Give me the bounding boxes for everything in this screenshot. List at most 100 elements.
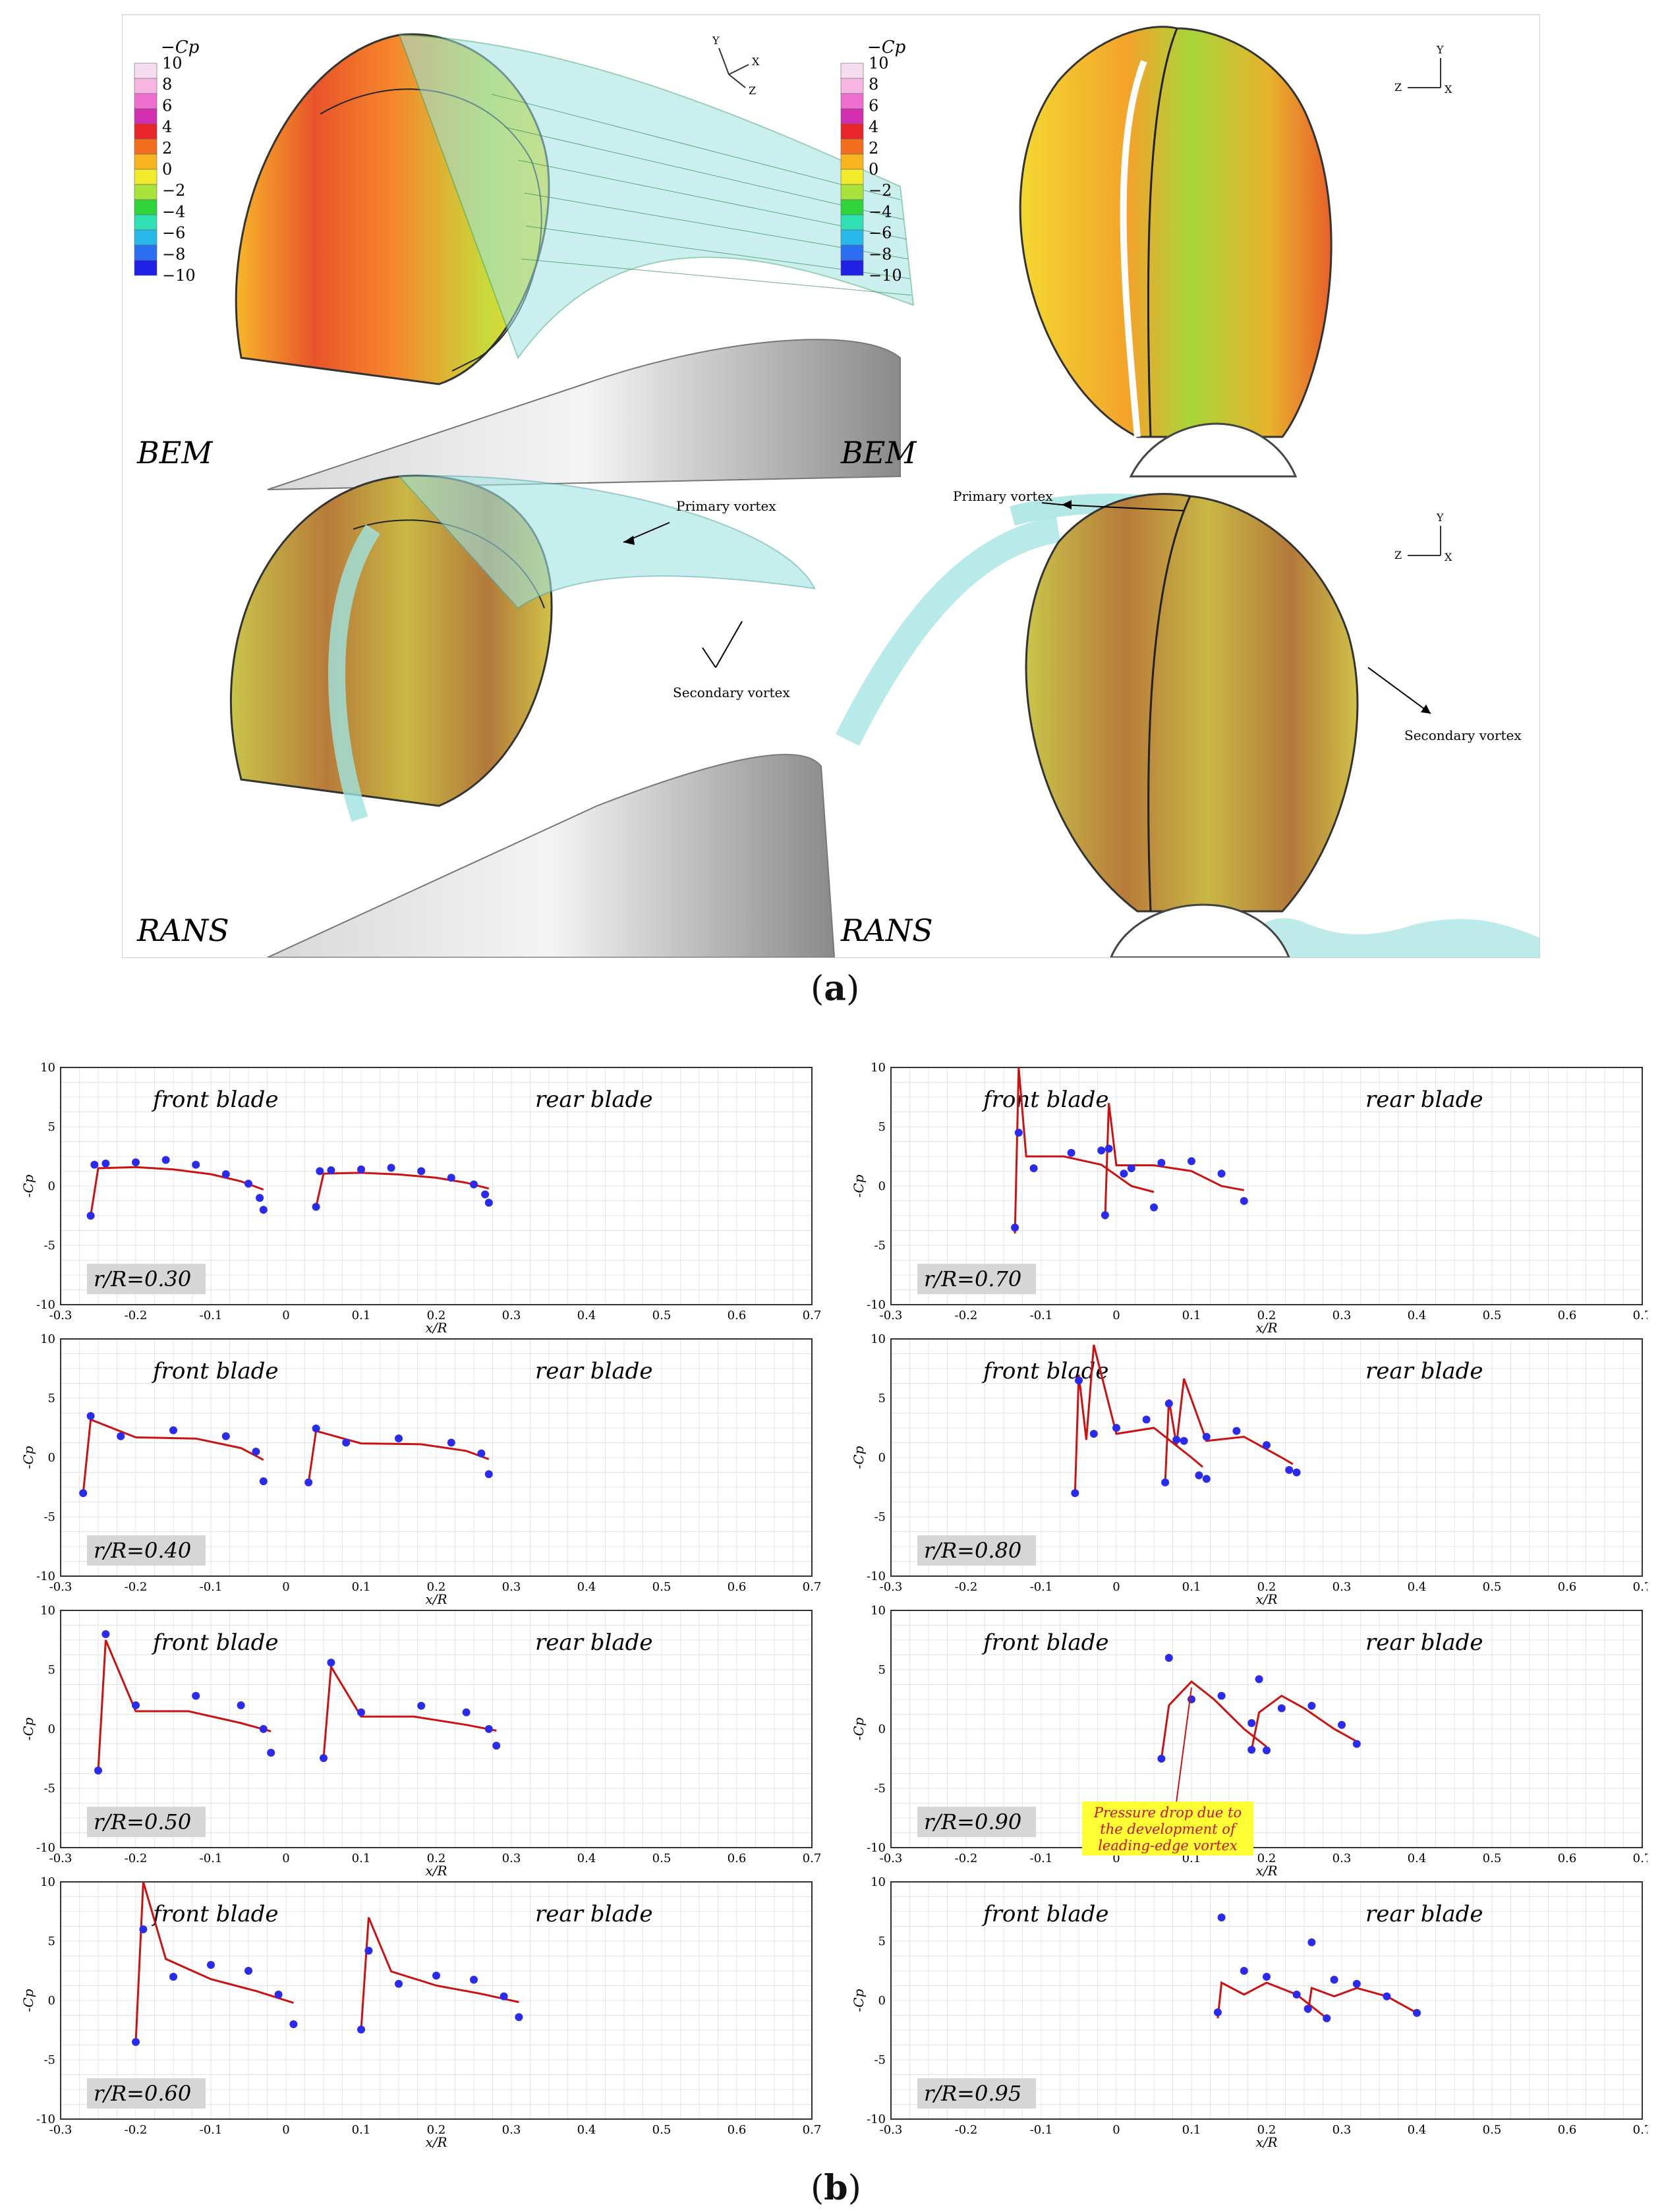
legend-swatch — [840, 63, 864, 79]
y-tick-label: 5 — [48, 1392, 55, 1405]
legend-tick-label: 4 — [162, 118, 172, 136]
y-tick-label: -10 — [867, 1298, 886, 1312]
y-tick-label: -5 — [874, 1782, 886, 1796]
series-rans-point-rear — [1164, 1400, 1173, 1408]
x-tick-label: 0.7 — [1633, 1580, 1648, 1594]
x-tick-label: 0.7 — [1633, 1852, 1648, 1865]
x-axis-label: x/R — [1255, 1320, 1277, 1336]
series-rans-point — [207, 1961, 215, 1969]
y-tick-label: -5 — [43, 2053, 55, 2067]
legend-tick-label: 8 — [162, 75, 172, 94]
legend-swatch — [134, 123, 158, 140]
view-label: RANS — [136, 913, 229, 948]
x-tick-label: 0.4 — [577, 2123, 596, 2137]
radius-label: r/R=0.40 — [87, 1535, 206, 1566]
front-blade-label: front blade — [981, 1087, 1108, 1113]
rear-blade-label: rear blade — [535, 1901, 653, 1927]
radius-label: r/R=0.95 — [917, 2078, 1036, 2109]
legend-swatch — [134, 244, 158, 261]
series-rans-point — [1213, 2008, 1222, 2016]
front-blade-label: front blade — [151, 1358, 278, 1384]
legend-tick-label: −10 — [869, 266, 902, 285]
series-rans-point-rear — [447, 1438, 455, 1447]
series-rans-point — [259, 1725, 268, 1733]
x-tick-label: -0.1 — [1030, 1580, 1053, 1594]
x-tick-label: 0.5 — [1483, 2123, 1502, 2137]
x-tick-label: -0.1 — [200, 1580, 223, 1594]
annotation-text-line: leading-edge vortex — [1098, 1838, 1238, 1854]
legend-tick-label: 0 — [869, 160, 878, 179]
series-rans-point — [244, 1967, 252, 1975]
y-axis-label: -Cp — [20, 1717, 36, 1740]
series-rans-point-rear — [417, 1701, 426, 1710]
svg-text:Y: Y — [1436, 511, 1444, 524]
legend-swatch — [840, 169, 864, 185]
legend-tick-label: −8 — [869, 245, 892, 264]
x-tick-label: 0.2 — [1257, 1852, 1276, 1865]
y-tick-label: 0 — [48, 1994, 55, 2008]
svg-text:Secondary vortex: Secondary vortex — [1404, 727, 1522, 743]
series-rans-point-rear — [342, 1438, 351, 1447]
x-tick-label: -0.2 — [955, 1852, 978, 1865]
legend-tick-label: 4 — [869, 118, 878, 136]
y-tick-label: 5 — [878, 1392, 886, 1405]
x-tick-label: 0.4 — [577, 1852, 596, 1865]
legend-swatch — [134, 93, 158, 109]
series-rans-point — [1217, 1914, 1226, 1921]
x-tick-label: 0.5 — [1483, 1580, 1502, 1594]
x-tick-label: 0.6 — [728, 1852, 747, 1865]
y-tick-label: -5 — [43, 1510, 55, 1524]
x-tick-label: 0 — [1112, 1580, 1120, 1594]
series-rans-point-rear — [1120, 1170, 1128, 1178]
y-tick-label: -5 — [874, 1510, 886, 1524]
x-tick-label: 0.7 — [803, 2123, 822, 2137]
y-tick-label: 0 — [878, 1722, 886, 1736]
legend-swatch — [840, 138, 864, 155]
x-axis-label: x/R — [425, 1591, 447, 1607]
x-tick-label: 0.1 — [1182, 2123, 1201, 2137]
annotation-arrow — [1176, 1687, 1192, 1802]
series-rans-point — [132, 2038, 140, 2046]
front-blade-label: front blade — [981, 1630, 1108, 1656]
series-rans-point — [289, 2020, 298, 2028]
svg-text:Y: Y — [712, 34, 720, 47]
series-rans-point-rear — [1352, 1979, 1361, 1988]
legend-tick-label: −8 — [162, 245, 185, 264]
x-tick-label: -0.2 — [125, 2123, 148, 2137]
series-rans-point-rear — [500, 1992, 508, 2000]
series-rans-point-rear — [470, 1975, 478, 1984]
front-blade-label: front blade — [151, 1630, 278, 1656]
radius-label-box — [917, 1807, 1036, 1837]
x-tick-label: 0.3 — [502, 2123, 521, 2137]
y-tick-label: 10 — [871, 1061, 886, 1075]
series-rans-point-rear — [484, 1470, 493, 1479]
legend-tick-label: 8 — [869, 75, 878, 94]
y-tick-label: 10 — [40, 1332, 55, 1346]
x-tick-label: 0.5 — [652, 1580, 672, 1594]
y-axis-label: -Cp — [851, 1174, 867, 1197]
legend-tick-label: 10 — [162, 54, 183, 72]
annotation-box — [1082, 1801, 1253, 1856]
x-tick-label: 0.3 — [502, 1852, 521, 1865]
caption-b: (b) — [811, 2168, 861, 2208]
x-tick-label: 0.4 — [1408, 1580, 1427, 1594]
series-rans-point — [259, 1477, 268, 1485]
y-tick-label: -10 — [867, 1841, 886, 1855]
series-rans-point-rear — [1307, 1938, 1316, 1946]
series-rans-point-rear — [1161, 1478, 1170, 1487]
x-axis-label: x/R — [1255, 2134, 1277, 2150]
radius-label: r/R=0.50 — [87, 1807, 206, 1837]
series-rans-point — [244, 1179, 252, 1188]
series-rans-point-rear — [470, 1180, 478, 1189]
panel-a-renderings: BEM Y X Z BEM Y Z X — [122, 14, 1540, 959]
series-rans-point-rear — [357, 1165, 365, 1174]
series-rans-point — [1112, 1424, 1120, 1432]
series-rans-point-rear — [462, 1708, 471, 1716]
y-tick-label: 5 — [878, 1120, 886, 1134]
annotation-secondary-vortex-right: Secondary vortex — [1367, 667, 1522, 743]
cp-chart: -0.3 -0.2 -0.1 0 0.1 0.2 0.3 0.4 0.5 0.6 0.7 10 5 0 -5… — [20, 1061, 821, 1336]
legend-tick-label: −4 — [162, 202, 185, 221]
series-bem-line — [82, 1418, 264, 1494]
x-tick-label: 0.5 — [652, 1852, 672, 1865]
series-rans-point-rear — [1307, 1701, 1316, 1710]
